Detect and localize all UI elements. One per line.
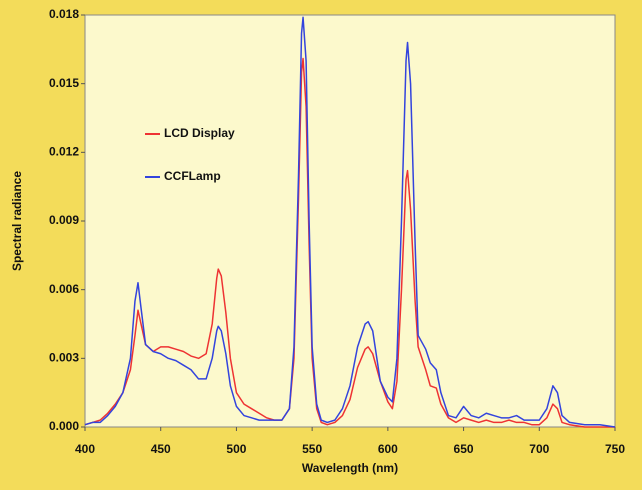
series-line: [84, 16, 616, 428]
x-tick-label: 450: [151, 442, 171, 456]
y-tick-label: 0.003: [49, 351, 79, 365]
y-tick-label: 0.009: [49, 213, 79, 227]
x-tick-label: 500: [226, 442, 246, 456]
y-tick-label: 0.000: [49, 419, 79, 433]
x-tick-label: 700: [529, 442, 549, 456]
y-tick-label: 0.012: [49, 145, 79, 159]
y-axis-label: Spectral radiance: [10, 171, 24, 271]
series-line: [84, 57, 615, 428]
x-tick-label: 600: [378, 442, 398, 456]
y-tick-label: 0.018: [49, 7, 79, 21]
y-tick-label: 0.006: [49, 282, 79, 296]
x-tick-label: 550: [302, 442, 322, 456]
legend-label: CCFLamp: [164, 169, 221, 183]
plot-area: [84, 14, 616, 428]
x-tick-label: 650: [454, 442, 474, 456]
x-tick-label: 750: [605, 442, 625, 456]
legend-label: LCD Display: [164, 126, 235, 140]
x-axis-label: Wavelength (nm): [302, 461, 398, 475]
x-tick-label: 400: [75, 442, 95, 456]
y-tick-label: 0.015: [49, 76, 79, 90]
